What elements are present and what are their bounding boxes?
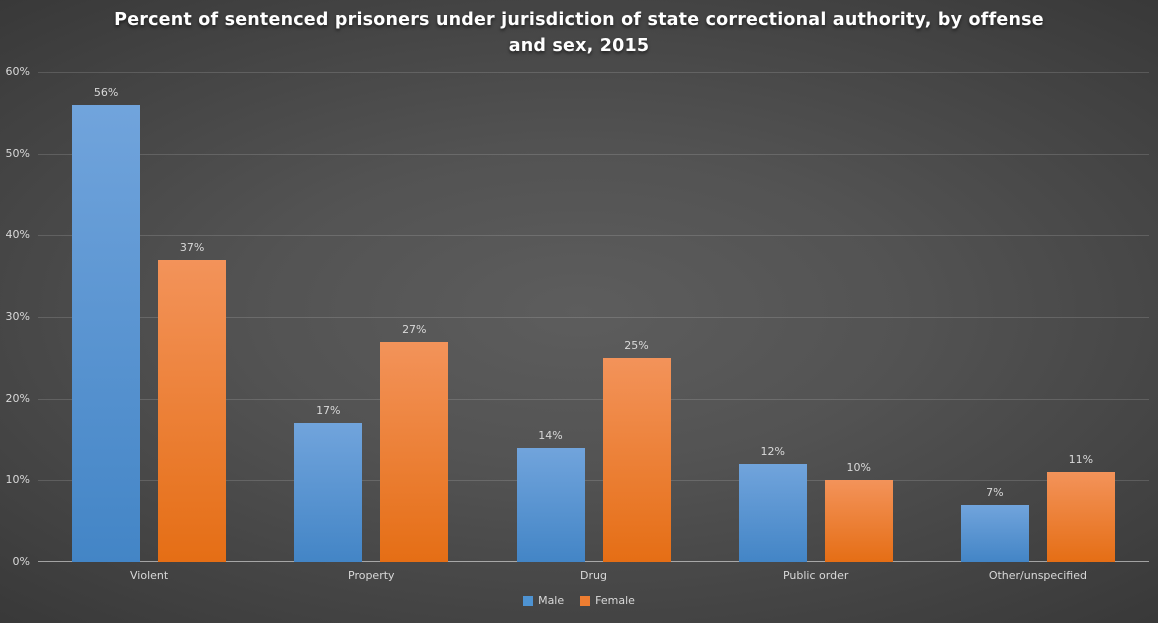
bar-male-property bbox=[294, 423, 363, 562]
gridline-60 bbox=[38, 72, 1149, 73]
y-axis-tick-label-60: 60% bbox=[5, 65, 30, 78]
legend-swatch-icon-male bbox=[523, 596, 534, 606]
x-axis-category-label-property: Property bbox=[348, 569, 395, 582]
plot-area: 56% 37% 17% 27% 14% 25% 12% 10% 7% 11% bbox=[38, 72, 1149, 562]
x-axis-category-label-violent: Violent bbox=[130, 569, 169, 582]
bar-value-label-female-other-unspecified: 11% bbox=[1068, 453, 1094, 467]
bar-value-label-female-drug: 25% bbox=[624, 338, 649, 352]
bar-female-public-order bbox=[824, 480, 893, 562]
legend: Male Female bbox=[0, 595, 1158, 607]
x-axis-category-label-drug: Drug bbox=[580, 569, 607, 582]
bar-female-violent bbox=[158, 259, 227, 562]
x-axis-line bbox=[38, 561, 1149, 562]
gridline-20 bbox=[38, 398, 1149, 400]
bar-male-other-unspecified bbox=[960, 504, 1029, 562]
gridline-30 bbox=[38, 317, 1149, 318]
legend-label-male: Male bbox=[538, 594, 565, 607]
y-axis-tick-label-20: 20% bbox=[5, 391, 30, 405]
bar-value-label-female-violent: 37% bbox=[179, 240, 205, 254]
gridline-50 bbox=[38, 153, 1149, 155]
bar-female-property bbox=[380, 341, 449, 562]
y-axis-tick-label-0: 0% bbox=[12, 555, 30, 568]
legend-item-female: Female bbox=[580, 595, 635, 607]
y-axis-tick-label-50: 50% bbox=[5, 146, 30, 160]
legend-item-male: Male bbox=[523, 595, 564, 607]
chart-title: Percent of sentenced prisoners under jur… bbox=[114, 10, 1044, 56]
x-axis-category-label-other-unspecified: Other/unspecified bbox=[988, 569, 1087, 582]
bar-value-label-male-drug: 14% bbox=[538, 428, 563, 442]
bar-male-drug bbox=[516, 447, 585, 562]
bar-value-label-male-property: 17% bbox=[316, 404, 341, 418]
bar-value-label-male-public-order: 12% bbox=[760, 445, 785, 458]
y-axis-tick-label-30: 30% bbox=[5, 310, 30, 323]
bar-value-label-female-property: 27% bbox=[402, 322, 427, 336]
legend-swatch-icon-female bbox=[580, 596, 591, 606]
bar-male-public-order bbox=[738, 464, 807, 562]
y-axis-tick-label-10: 10% bbox=[5, 473, 30, 487]
gridline-40 bbox=[38, 235, 1149, 237]
bar-value-label-female-public-order: 10% bbox=[846, 461, 871, 475]
x-axis-category-label-public-order: Public order bbox=[782, 569, 849, 582]
y-axis-tick-label-40: 40% bbox=[5, 228, 30, 242]
gridline-10 bbox=[38, 480, 1149, 482]
legend-label-female: Female bbox=[595, 594, 635, 607]
bar-female-drug bbox=[602, 357, 671, 562]
bar-value-label-male-violent: 56% bbox=[93, 85, 119, 99]
bar-value-label-male-other-unspecified: 7% bbox=[986, 485, 1004, 499]
bar-male-violent bbox=[72, 104, 141, 562]
bar-female-other-unspecified bbox=[1046, 472, 1115, 562]
